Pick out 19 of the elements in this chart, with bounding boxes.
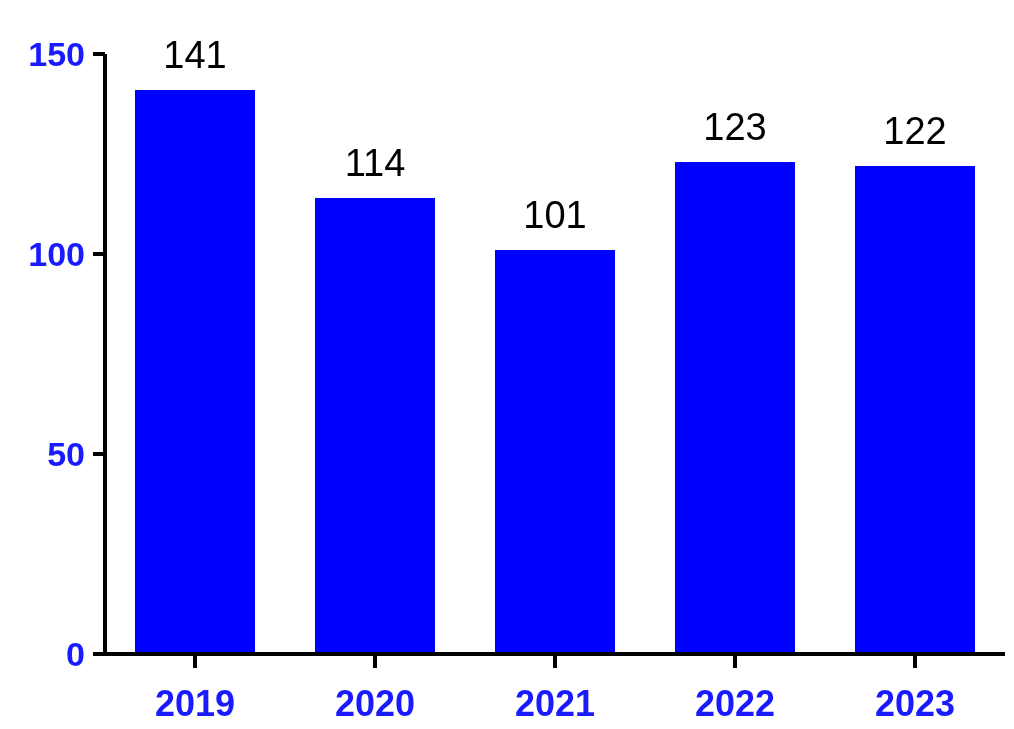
y-tick-label: 150 bbox=[28, 34, 85, 73]
x-tick-label: 2020 bbox=[334, 683, 416, 724]
bar bbox=[135, 90, 255, 654]
bar bbox=[495, 250, 615, 654]
x-tick-label: 2022 bbox=[694, 683, 776, 724]
data-label: 141 bbox=[163, 34, 227, 76]
y-tick-label: 100 bbox=[28, 234, 85, 273]
bar bbox=[675, 162, 795, 654]
data-label: 114 bbox=[344, 142, 406, 184]
y-tick-label: 50 bbox=[47, 434, 85, 473]
x-tick-label: 2023 bbox=[874, 683, 956, 724]
data-label: 123 bbox=[703, 106, 767, 148]
y-tick-label: 0 bbox=[66, 634, 85, 673]
data-label: 101 bbox=[523, 194, 587, 236]
x-tick-label: 2019 bbox=[154, 683, 236, 724]
data-label: 122 bbox=[883, 110, 947, 152]
bar bbox=[855, 166, 975, 654]
x-tick-label: 2021 bbox=[514, 683, 596, 724]
bar bbox=[315, 198, 435, 654]
